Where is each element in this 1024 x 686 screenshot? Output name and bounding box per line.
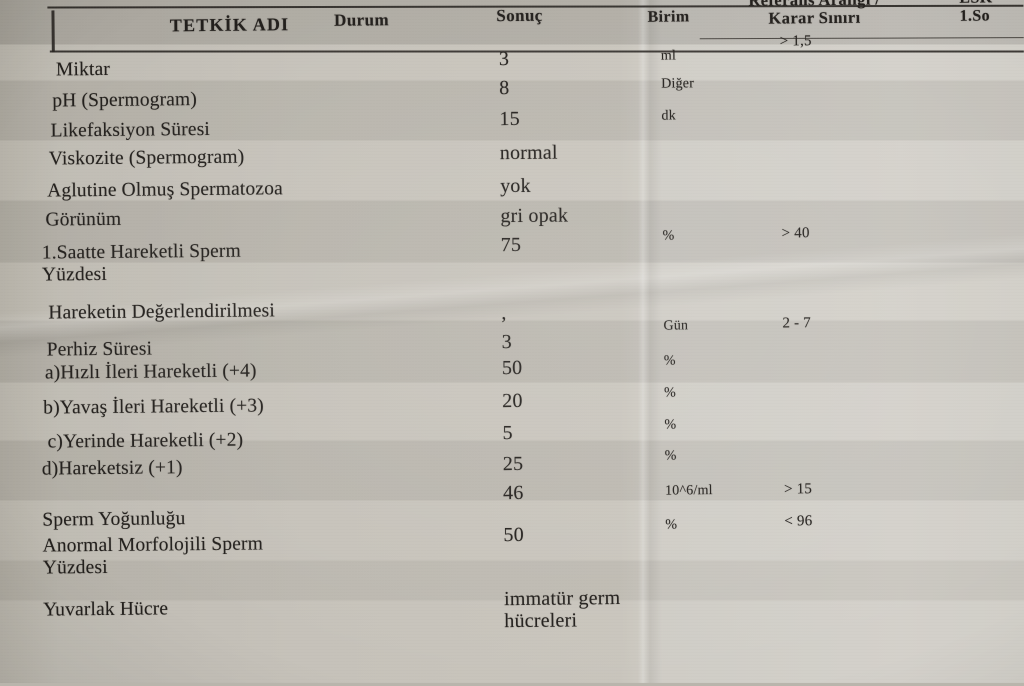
cell-test-name: Miktar: [55, 58, 111, 81]
cell-result: 20: [502, 389, 523, 413]
cell-unit: ml: [660, 48, 677, 64]
column-header-previous: ESK 1.So: [959, 0, 992, 25]
cell-result: yok: [500, 174, 531, 198]
cell-test-name: a)Hızlı İleri Hareketli (+4): [44, 360, 257, 384]
cell-result: 5: [502, 422, 513, 445]
column-header-reference: Referans Aralığı / Karar Sınırı: [748, 0, 880, 29]
cell-unit: %: [662, 228, 675, 244]
cell-unit: %: [664, 385, 677, 401]
cell-test-name: b)Yavaş İleri Hareketli (+3): [43, 395, 264, 419]
cell-result: 50: [501, 356, 523, 380]
cell-result: gri opak: [500, 204, 569, 228]
cell-reference: > 40: [781, 225, 810, 242]
cell-reference: > 1,5: [779, 33, 812, 50]
cell-test-name: Görünüm: [45, 208, 122, 231]
cell-test-name: Anormal Morfolojili Sperm Yüzdesi: [42, 533, 264, 579]
header-box-left-edge: [51, 10, 55, 53]
cell-unit: Gün: [663, 318, 689, 334]
cell-result: normal: [499, 141, 558, 165]
cell-test-name: Perhiz Süresi: [46, 338, 153, 361]
cell-test-name: Sperm Yoğunluğu: [42, 508, 186, 531]
cell-unit: %: [663, 353, 676, 369]
cell-reference: 2 - 7: [782, 315, 812, 332]
cell-test-name: Likefaksiyon Süresi: [50, 118, 211, 142]
cell-result: 3: [498, 48, 510, 71]
cell-test-name: Hareketin Değerlendirilmesi: [48, 300, 276, 324]
cell-result: 75: [500, 233, 522, 257]
column-header-result: Sonuç: [496, 5, 543, 26]
cell-unit: %: [665, 517, 678, 533]
cell-test-name: Aglutine Olmuş Spermatozoa: [47, 178, 283, 202]
cell-result: 3: [501, 331, 512, 354]
cell-unit: %: [664, 417, 677, 433]
cell-reference: < 96: [784, 513, 813, 530]
cell-unit: Diğer: [661, 76, 695, 92]
cell-result: 8: [499, 77, 510, 100]
cell-result: 15: [499, 107, 521, 131]
cell-test-name: c)Yerinde Hareketli (+2): [47, 429, 244, 453]
cell-result: immatür germ hücreleri: [503, 587, 621, 633]
cell-unit: 10^6/ml: [665, 483, 713, 499]
cell-result: 50: [503, 523, 525, 547]
cell-result: ,: [501, 302, 507, 325]
cell-test-name: 1.Saatte Hareketli Sperm Yüzdesi: [41, 240, 241, 286]
cell-unit: %: [664, 448, 677, 464]
cell-result: 46: [502, 481, 524, 505]
cell-test-name: Yuvarlak Hücre: [43, 598, 169, 621]
cell-result: 25: [502, 452, 524, 476]
cell-test-name: pH (Spermogram): [52, 89, 198, 112]
cell-unit: dk: [661, 108, 676, 124]
cell-test-name: d)Hareketsiz (+1): [41, 457, 183, 480]
column-header-status: Durum: [333, 10, 390, 30]
cell-reference: > 15: [783, 481, 813, 498]
cell-test-name: Viskozite (Spermogram): [48, 146, 245, 170]
